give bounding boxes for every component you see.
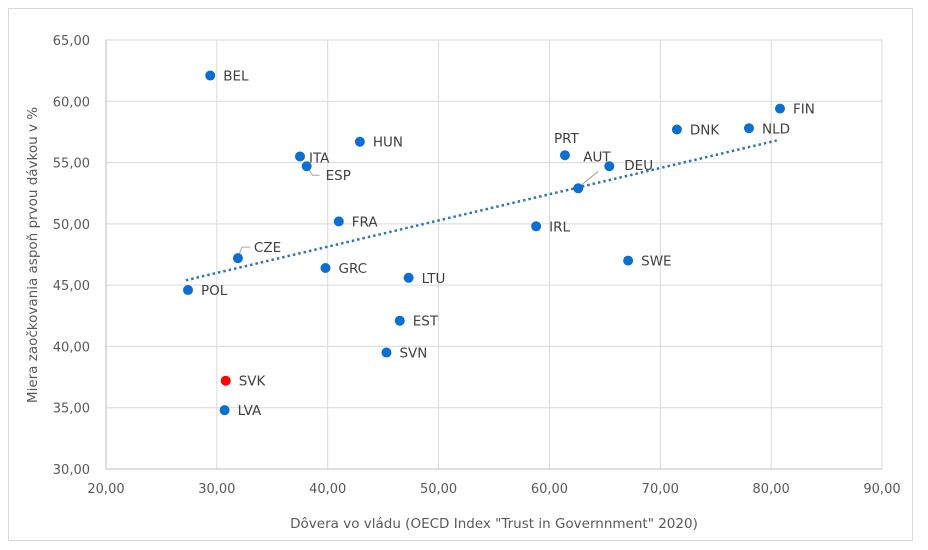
data-point-fra (333, 216, 344, 227)
data-point-dnk (671, 124, 682, 135)
data-point-svn (381, 347, 392, 358)
data-point-prt (559, 150, 570, 161)
data-label-svn: SVN (399, 346, 427, 362)
data-label-dnk: DNK (690, 122, 720, 138)
data-point-irl (531, 221, 542, 232)
data-labels: BEL HUN ITA ESP FRA CZE GRC POL LTU EST SVN SVK LVA P… (201, 69, 815, 420)
data-label-ltu: LTU (422, 271, 446, 287)
data-point-ita (295, 151, 305, 162)
y-tick-label: 65,00 (53, 34, 90, 49)
y-tick-label: 55,00 (53, 157, 90, 172)
leader-line-aut (580, 170, 599, 186)
y-tick-label: 50,00 (53, 218, 90, 233)
trendline (185, 139, 777, 282)
data-point-svk (220, 375, 231, 386)
x-tick-label: 70,00 (642, 482, 679, 497)
x-tick-label: 40,00 (309, 482, 346, 497)
data-point-esp (301, 161, 312, 172)
data-point-grc (320, 262, 331, 273)
data-point-ltu (403, 272, 414, 283)
data-point-bel (205, 70, 216, 81)
data-points (183, 70, 786, 416)
data-label-deu: DEU (624, 158, 653, 174)
data-point-cze (232, 253, 243, 264)
x-axis-ticks: 20,00 30,00 40,00 50,00 60,00 70,00 80,00 90,00 (87, 482, 900, 497)
x-tick-label: 30,00 (198, 482, 235, 497)
data-label-bel: BEL (223, 69, 249, 85)
data-point-est (394, 315, 405, 326)
x-tick-label: 60,00 (531, 482, 568, 497)
data-point-fin (775, 103, 786, 114)
data-label-swe: SWE (641, 254, 671, 270)
y-axis-title: Miera zaočkovania aspoň prvou dávkou v % (25, 107, 41, 403)
x-axis-title: Dôvera vo vládu (OECD Index "Trust in Go… (290, 516, 698, 532)
data-label-fin: FIN (793, 102, 815, 118)
leader-lines (238, 168, 599, 256)
y-tick-label: 45,00 (53, 279, 90, 294)
data-point-nld (743, 123, 754, 134)
y-tick-label: 60,00 (53, 95, 90, 110)
x-tick-label: 50,00 (420, 482, 457, 497)
x-tick-label: 20,00 (87, 482, 124, 497)
data-label-prt: PRT (554, 131, 580, 147)
data-label-est: EST (413, 314, 439, 330)
x-tick-label: 90,00 (863, 482, 900, 497)
data-label-pol: POL (201, 283, 228, 299)
data-label-esp: ESP (326, 168, 351, 184)
data-label-aut: AUT (583, 149, 611, 165)
data-point-aut (573, 183, 584, 194)
data-point-swe (623, 255, 634, 266)
y-tick-label: 30,00 (53, 463, 90, 478)
chart-area (8, 8, 913, 541)
y-axis-ticks: 30,00 35,00 40,00 45,00 50,00 55,00 60,00 65,00 (53, 34, 90, 478)
y-tick-label: 40,00 (53, 340, 90, 355)
data-label-hun: HUN (373, 135, 403, 151)
data-label-lva: LVA (238, 403, 262, 419)
data-label-irl: IRL (549, 219, 570, 235)
data-point-lva (219, 405, 230, 416)
data-point-hun (354, 136, 365, 147)
leader-line-esp (308, 168, 320, 176)
trendline-group (185, 139, 777, 282)
x-tick-label: 80,00 (753, 482, 790, 497)
leader-line-cze (238, 246, 250, 256)
y-tick-label: 35,00 (53, 402, 90, 417)
data-label-grc: GRC (338, 261, 367, 277)
data-point-pol (183, 285, 194, 296)
data-label-svk: SVK (239, 374, 267, 390)
data-label-cze: CZE (254, 240, 281, 256)
gridlines (105, 39, 883, 470)
data-label-ita: ITA (309, 150, 330, 166)
data-label-nld: NLD (762, 121, 790, 137)
data-point-deu (604, 161, 615, 172)
data-label-fra: FRA (352, 214, 379, 230)
